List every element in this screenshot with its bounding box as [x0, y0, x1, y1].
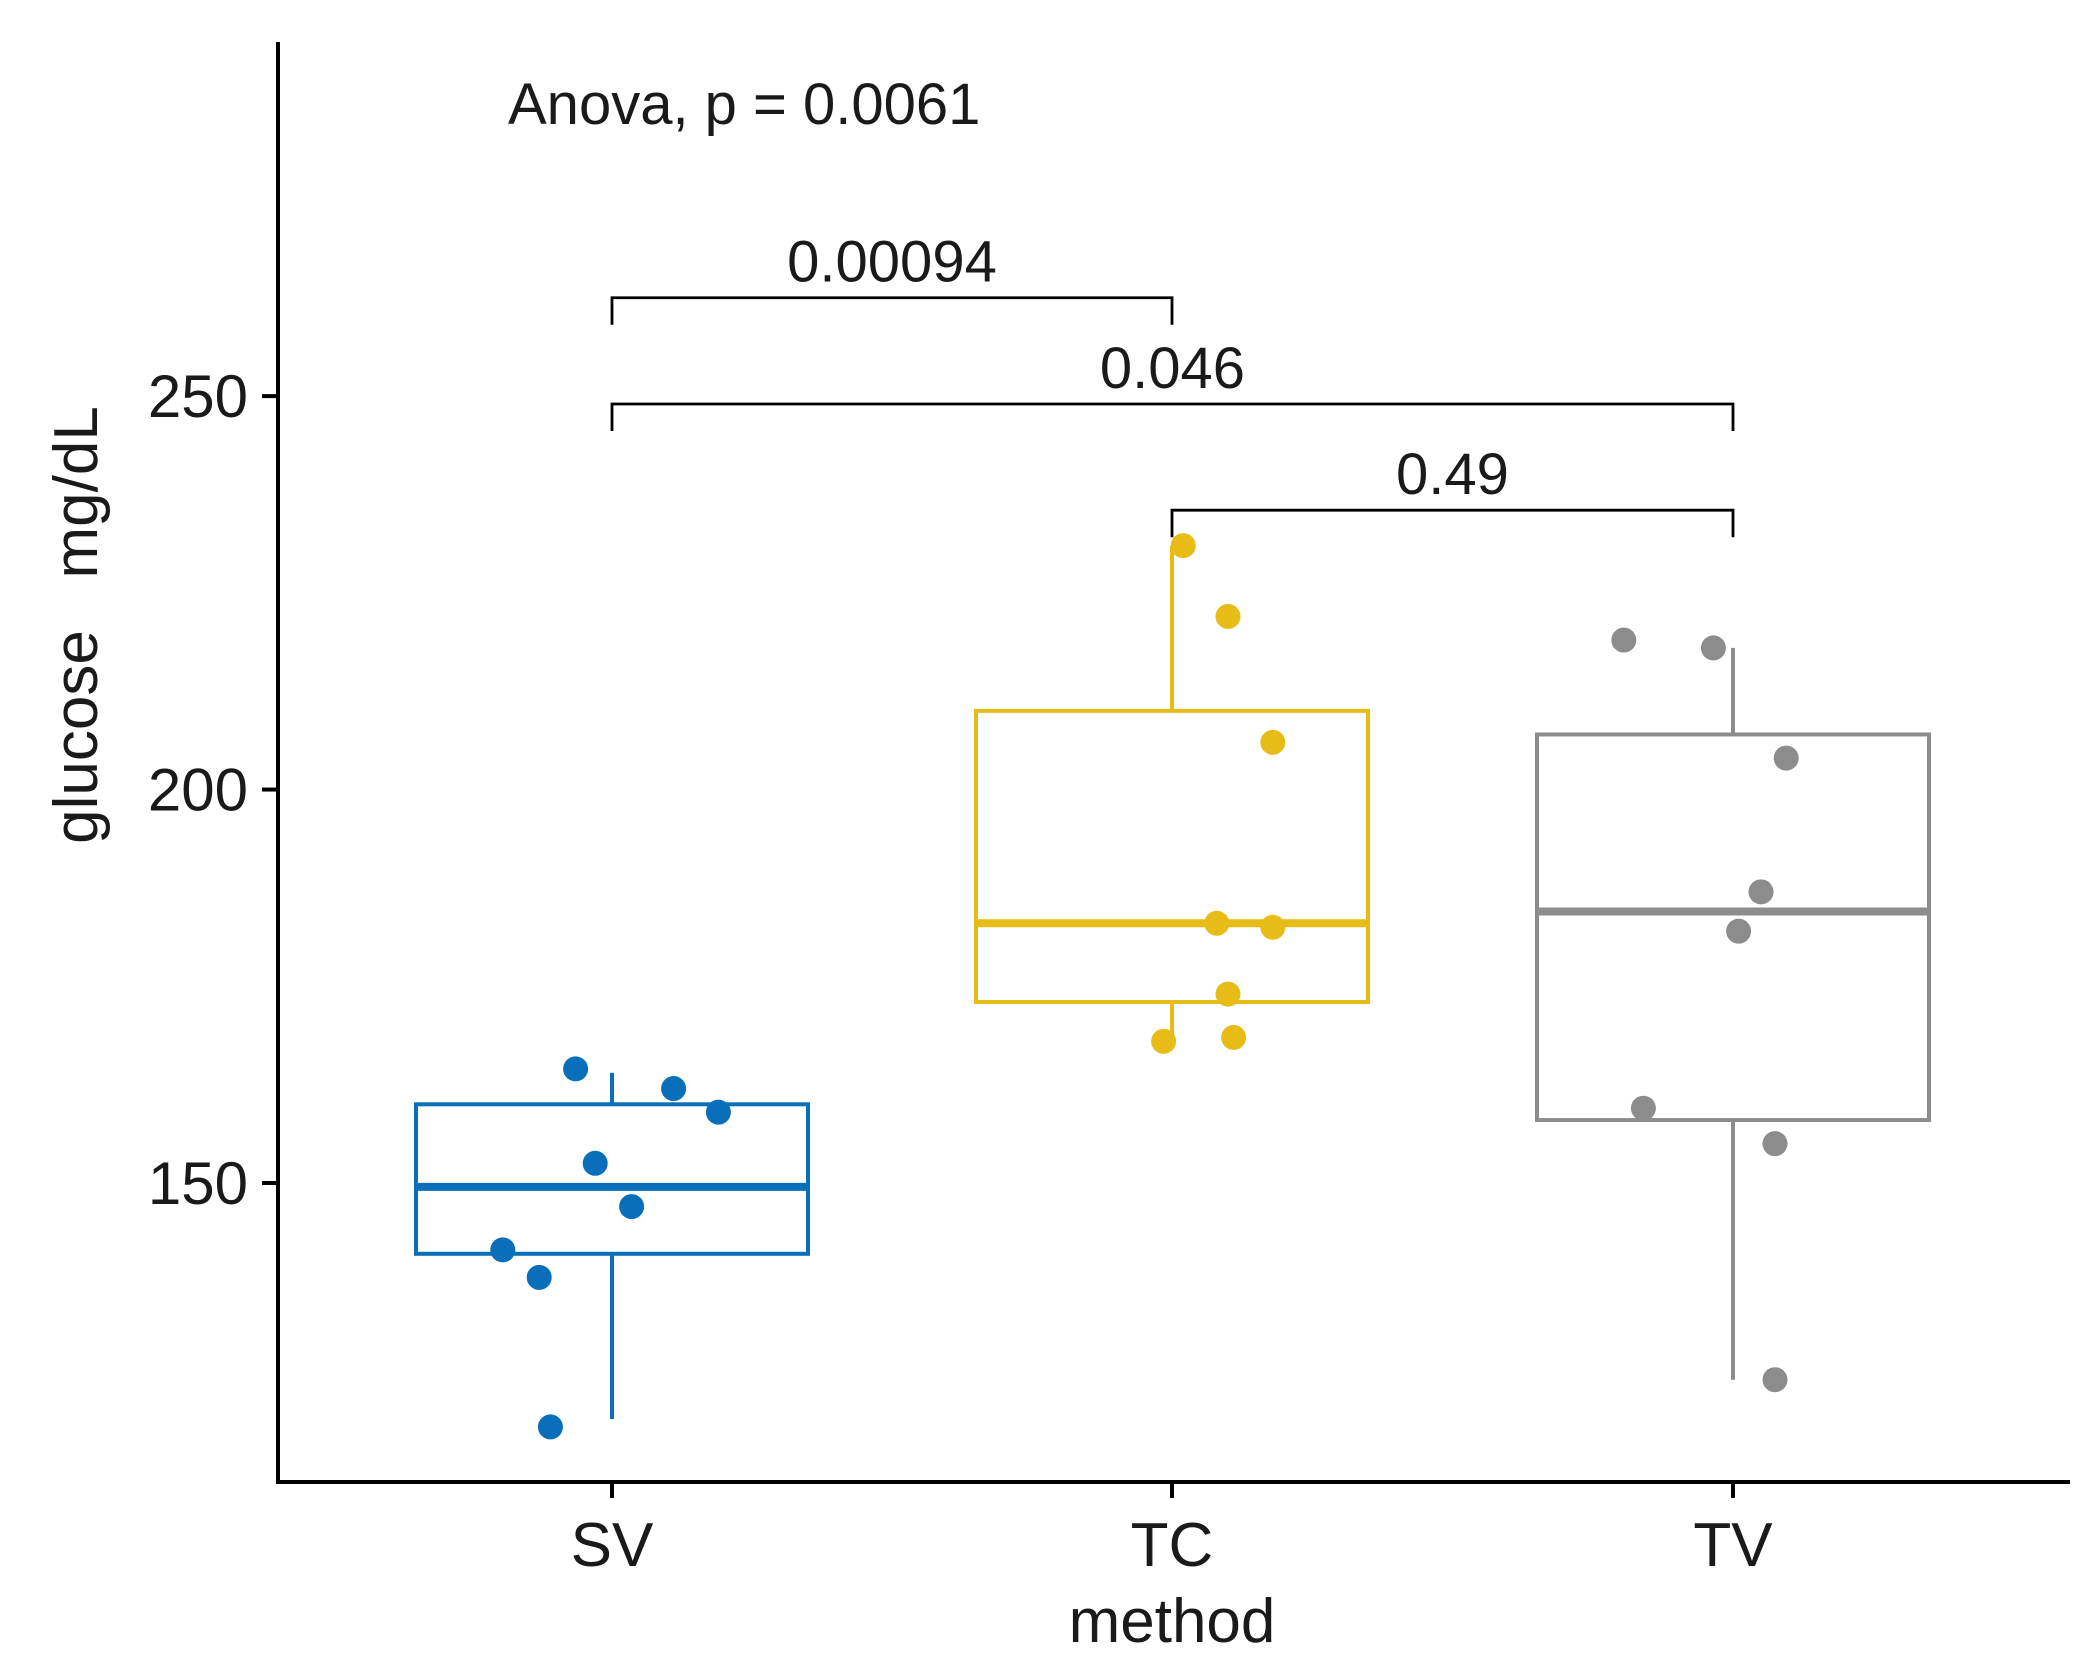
comparison-bracket — [610, 296, 1174, 325]
box-iqr — [414, 1102, 810, 1256]
data-point — [1762, 1131, 1788, 1157]
points — [490, 533, 1799, 1440]
data-point — [1260, 914, 1286, 940]
comparison-p-value: 0.046 — [1100, 336, 1245, 401]
x-tick-label: TC — [1131, 1511, 1214, 1580]
axes — [276, 42, 2070, 1484]
data-point — [1151, 1028, 1177, 1054]
y-tick-label: 150 — [148, 1150, 248, 1217]
boxes — [414, 545, 1931, 1420]
data-point — [1215, 981, 1241, 1007]
comparison-SV-TV: 0.046 — [610, 336, 1735, 431]
y-axis-label: glucose mg/dL — [42, 406, 111, 844]
data-point — [1204, 910, 1230, 936]
box-iqr — [974, 708, 1370, 1005]
data-point — [490, 1237, 516, 1263]
box-TC — [974, 545, 1370, 1042]
data-point — [526, 1264, 552, 1290]
x-tick-label: SV — [571, 1511, 654, 1580]
comparison-TC-TV: 0.49 — [1170, 442, 1735, 538]
comparison-SV-TC: 0.00094 — [610, 230, 1174, 325]
data-point — [537, 1414, 563, 1440]
data-point — [1170, 533, 1196, 559]
box-TV — [1535, 647, 1931, 1380]
y-ticks: 150 200 250 — [148, 363, 278, 1217]
data-point — [1773, 745, 1799, 771]
data-point — [563, 1056, 589, 1082]
data-point — [705, 1099, 731, 1125]
data-point — [1748, 879, 1774, 905]
anova-annotation: Anova, p = 0.0061 — [508, 72, 980, 137]
comparisons: 0.00094 0.046 0.49 — [610, 230, 1735, 538]
data-point — [661, 1076, 687, 1102]
data-point — [1221, 1024, 1247, 1050]
comparison-p-value: 0.49 — [1396, 442, 1509, 507]
data-point — [1726, 918, 1752, 944]
data-point — [1700, 635, 1726, 661]
data-point — [1762, 1367, 1788, 1393]
x-tick-label: TV — [1693, 1511, 1773, 1580]
data-point — [1260, 729, 1286, 755]
y-tick-label: 200 — [148, 757, 248, 824]
data-point — [1611, 627, 1637, 653]
comparison-bracket — [610, 402, 1735, 431]
data-point — [619, 1194, 645, 1220]
data-point — [1215, 603, 1241, 629]
data-point — [582, 1150, 608, 1176]
box-iqr — [1535, 732, 1931, 1123]
comparison-bracket — [1170, 508, 1735, 538]
box-SV — [414, 1072, 810, 1420]
comparison-p-value: 0.00094 — [787, 230, 997, 295]
y-tick-label: 250 — [148, 363, 248, 430]
data-point — [1630, 1095, 1656, 1121]
x-axis-label: method — [1069, 1587, 1276, 1656]
x-ticks: SV TC TV — [571, 1482, 1773, 1580]
